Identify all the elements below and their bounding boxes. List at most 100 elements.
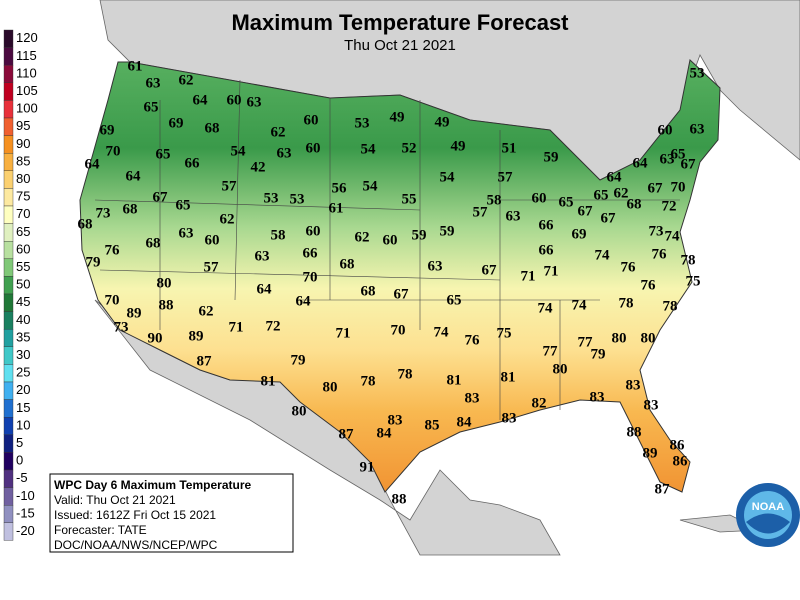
temperature-label: 81 <box>447 372 462 388</box>
temperature-label: 78 <box>663 298 678 314</box>
subtitle: Thu Oct 21 2021 <box>344 37 456 54</box>
temperature-label: 88 <box>159 297 174 313</box>
temperature-label: 74 <box>434 324 450 340</box>
temperature-label: 54 <box>363 178 379 194</box>
legend-label: 110 <box>16 65 37 80</box>
legend-label: 45 <box>16 294 30 309</box>
temperature-label: 49 <box>390 109 405 125</box>
temperature-label: 71 <box>544 263 559 279</box>
temperature-label: 74 <box>538 300 554 316</box>
temperature-label: 75 <box>497 325 512 341</box>
temperature-label: 66 <box>539 217 555 233</box>
legend-swatch <box>3 487 14 506</box>
temperature-label: 60 <box>306 140 321 156</box>
temperature-label: 68 <box>146 235 161 251</box>
legend-label: 85 <box>16 153 30 168</box>
temperature-label: 70 <box>671 179 686 195</box>
temperature-label: 71 <box>336 325 351 341</box>
temperature-label: 72 <box>662 198 677 214</box>
temperature-label: 70 <box>105 292 120 308</box>
temperature-label: 54 <box>361 141 377 157</box>
legend-swatch <box>3 82 14 101</box>
temperature-label: 91 <box>360 459 375 475</box>
temperature-label: 74 <box>665 228 681 244</box>
temperature-label: 70 <box>106 143 121 159</box>
temperature-label: 77 <box>578 334 594 350</box>
legend-swatch <box>3 276 14 295</box>
legend-swatch <box>3 522 14 541</box>
temperature-label: 78 <box>619 295 634 311</box>
temperature-label: 62 <box>271 124 286 140</box>
temperature-label: 76 <box>652 246 668 262</box>
temperature-label: 87 <box>197 353 213 369</box>
legend-swatch <box>3 240 14 259</box>
temperature-label: 49 <box>435 114 450 130</box>
temperature-label: 63 <box>247 94 262 110</box>
temperature-label: 68 <box>78 216 93 232</box>
temperature-label: 54 <box>231 143 247 159</box>
temperature-label: 67 <box>394 286 410 302</box>
temperature-label: 86 <box>670 437 686 453</box>
legend-swatch <box>3 64 14 83</box>
logo-wave <box>746 513 790 534</box>
temperature-label: 59 <box>440 223 455 239</box>
temperature-label: 80 <box>641 330 656 346</box>
temperature-label: 63 <box>428 258 443 274</box>
legend-label: 55 <box>16 259 30 274</box>
temperature-label: 71 <box>521 268 536 284</box>
temperature-label: 59 <box>544 149 559 165</box>
temperature-label: 74 <box>595 247 611 263</box>
temperature-label: 58 <box>487 192 502 208</box>
temperature-label: 77 <box>543 343 559 359</box>
legend-swatch <box>3 329 14 348</box>
temperature-label: 68 <box>361 283 376 299</box>
temperature-label: 61 <box>128 58 143 74</box>
temperature-label: 63 <box>277 145 292 161</box>
temperature-label: 64 <box>633 155 649 171</box>
info-line: WPC Day 6 Maximum Temperature <box>54 478 251 492</box>
legend-label: 35 <box>16 329 30 344</box>
legend-swatch <box>3 346 14 365</box>
temperature-label: 79 <box>591 346 606 362</box>
legend-label: 70 <box>16 206 30 221</box>
temperature-label: 78 <box>398 366 413 382</box>
temperature-label: 71 <box>229 319 244 335</box>
temperature-label: 82 <box>532 395 547 411</box>
temperature-label: 86 <box>673 453 689 469</box>
legend: 1201151101051009590858075706560555045403… <box>3 29 38 541</box>
temperature-label: 73 <box>96 205 111 221</box>
temperature-label: 52 <box>402 140 417 156</box>
temperature-label: 57 <box>473 204 489 220</box>
temperature-label: 79 <box>86 254 101 270</box>
legend-swatch <box>3 47 14 66</box>
legend-label: 5 <box>16 435 23 450</box>
temperature-label: 68 <box>340 256 355 272</box>
temperature-label: 42 <box>251 159 266 175</box>
temperature-label: 76 <box>641 277 657 293</box>
temperature-label: 81 <box>261 373 276 389</box>
temperature-label: 74 <box>572 297 588 313</box>
temperature-label: 55 <box>402 191 417 207</box>
legend-label: 50 <box>16 277 30 292</box>
temperature-label: 63 <box>660 151 675 167</box>
border-line <box>94 79 680 420</box>
temperature-label: 83 <box>502 410 517 426</box>
temperature-label: 56 <box>332 180 348 196</box>
temperature-label: 63 <box>255 248 270 264</box>
temperature-label: 65 <box>594 187 609 203</box>
legend-label: -10 <box>16 488 35 503</box>
legend-label: -5 <box>16 470 28 485</box>
legend-swatch <box>3 381 14 400</box>
temperature-label: 80 <box>553 361 568 377</box>
temperature-label: 65 <box>671 146 686 162</box>
temperature-label: 60 <box>383 232 398 248</box>
temperature-label: 87 <box>655 481 671 497</box>
temperature-label: 70 <box>303 269 318 285</box>
temperature-label: 69 <box>169 115 184 131</box>
temperature-label: 83 <box>388 412 403 428</box>
temperature-label: 69 <box>100 122 115 138</box>
temperature-label: 83 <box>465 390 480 406</box>
temperature-label: 68 <box>627 196 642 212</box>
